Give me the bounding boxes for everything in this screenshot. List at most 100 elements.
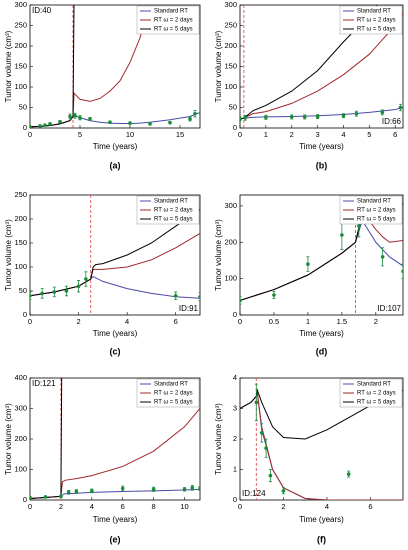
x-tick-label: 4 — [341, 130, 345, 139]
series-line — [240, 12, 403, 120]
measurement-point — [182, 487, 187, 492]
measurement-point — [401, 269, 403, 274]
y-axis-label: Tumor volume (cm³) — [214, 403, 223, 475]
measurement-point — [64, 289, 69, 293]
y-tick-label: 200 — [14, 214, 27, 223]
y-tick-label: 200 — [14, 434, 27, 443]
x-tick-label: 15 — [176, 130, 184, 139]
measurement-point — [48, 122, 52, 126]
error-bar — [240, 116, 242, 122]
x-tick-label: 6 — [368, 502, 372, 511]
measurement-point — [120, 486, 125, 491]
error-bar — [401, 263, 403, 280]
x-tick-label: 4 — [125, 317, 129, 326]
x-tick-label: 5 — [78, 130, 82, 139]
y-tick-label: 150 — [224, 61, 237, 70]
y-tick-label: 300 — [14, 403, 27, 412]
measurement-point — [281, 489, 286, 493]
series-line — [240, 214, 403, 301]
x-tick-label: 3 — [316, 130, 320, 139]
x-tick-label: 8 — [152, 502, 156, 511]
legend-label: Standard RT — [154, 382, 188, 388]
x-tick-label: 0 — [28, 317, 32, 326]
y-tick-label: 200 — [14, 41, 27, 50]
x-tick-label: 2 — [76, 317, 80, 326]
y-tick-label: 50 — [19, 102, 27, 111]
x-axis-label: Time (years) — [93, 329, 138, 338]
measurement-point — [243, 115, 247, 120]
measurement-point — [73, 113, 77, 118]
error-bar — [30, 291, 32, 301]
measurement-point — [289, 115, 294, 119]
y-tick-label: 300 — [224, 0, 237, 9]
measurement-point — [74, 489, 79, 494]
measurement-point — [193, 111, 197, 116]
x-axis-label: Time (years) — [299, 329, 344, 338]
y-tick-label: 4 — [233, 373, 237, 382]
measurement-point — [380, 255, 385, 259]
y-tick-label: 200 — [224, 237, 237, 246]
legend-label: RT ω = 5 days — [357, 217, 396, 223]
x-tick-label: 1.5 — [337, 317, 347, 326]
measurement-point — [198, 486, 200, 491]
x-tick-label: 6 — [174, 317, 178, 326]
measurement-point — [30, 495, 32, 500]
annotation: ID:40 — [32, 6, 52, 15]
legend-label: RT ω = 2 days — [154, 208, 193, 214]
measurement-point — [88, 117, 92, 121]
x-tick-label: 0 — [238, 317, 242, 326]
measurement-point — [78, 115, 82, 120]
measurement-point — [90, 489, 94, 493]
y-tick-label: 0 — [23, 310, 27, 319]
y-tick-label: 0 — [233, 310, 237, 319]
y-tick-label: 250 — [14, 190, 27, 199]
y-tick-label: 200 — [224, 41, 237, 50]
measurement-point — [240, 298, 242, 303]
caption: (d) — [316, 346, 328, 356]
measurement-point — [151, 487, 156, 492]
measurement-point — [38, 124, 42, 128]
legend-label: Standard RT — [357, 9, 391, 15]
measurement-point — [30, 124, 32, 128]
legend-label: RT ω = 5 days — [154, 217, 193, 223]
measurement-point — [346, 472, 351, 476]
measurement-point — [188, 117, 192, 121]
measurement-point — [259, 431, 264, 435]
measurement-point — [40, 291, 44, 296]
y-tick-label: 150 — [14, 238, 27, 247]
measurement-point — [52, 290, 57, 294]
y-axis-label: Tumor volume (cm³) — [4, 219, 13, 291]
legend-label: RT ω = 5 days — [154, 400, 193, 406]
measurement-point — [240, 117, 242, 121]
y-tick-label: 50 — [229, 102, 237, 111]
y-tick-label: 250 — [14, 20, 27, 29]
x-tick-label: 0 — [238, 502, 242, 511]
caption: (a) — [110, 160, 121, 170]
series-line — [30, 208, 200, 297]
measurement-point — [254, 400, 259, 405]
x-axis-label: Time (years) — [93, 142, 138, 151]
panel: 0 0.5 1 1.5 2 0 100 200 300 Standard RT RT ω = 2 d… — [214, 194, 404, 356]
error-bar — [198, 485, 200, 491]
measurement-point — [43, 495, 48, 499]
caption: (c) — [110, 346, 121, 356]
plot-frame — [29, 194, 201, 316]
x-tick-label: 4 — [90, 502, 94, 511]
x-tick-label: 5 — [367, 130, 371, 139]
legend-label: RT ω = 5 days — [357, 27, 396, 33]
measurement-point — [68, 114, 72, 119]
measurement-point — [30, 294, 32, 298]
x-axis-label: Time (years) — [299, 142, 344, 151]
x-axis-label: Time (years) — [93, 515, 138, 524]
y-tick-label: 100 — [14, 82, 27, 91]
x-tick-label: 4 — [325, 502, 329, 511]
x-tick-label: 10 — [126, 130, 134, 139]
measurement-point — [272, 293, 276, 297]
series-line — [30, 378, 63, 499]
measurement-point — [341, 113, 346, 118]
measurement-point — [128, 121, 132, 125]
panel: 0 2 4 6 0 1 2 3 4 Standard RT RT ω = 2 days RT ω = … — [214, 373, 404, 544]
y-tick-label: 0 — [233, 123, 237, 132]
measurement-point — [264, 446, 268, 450]
